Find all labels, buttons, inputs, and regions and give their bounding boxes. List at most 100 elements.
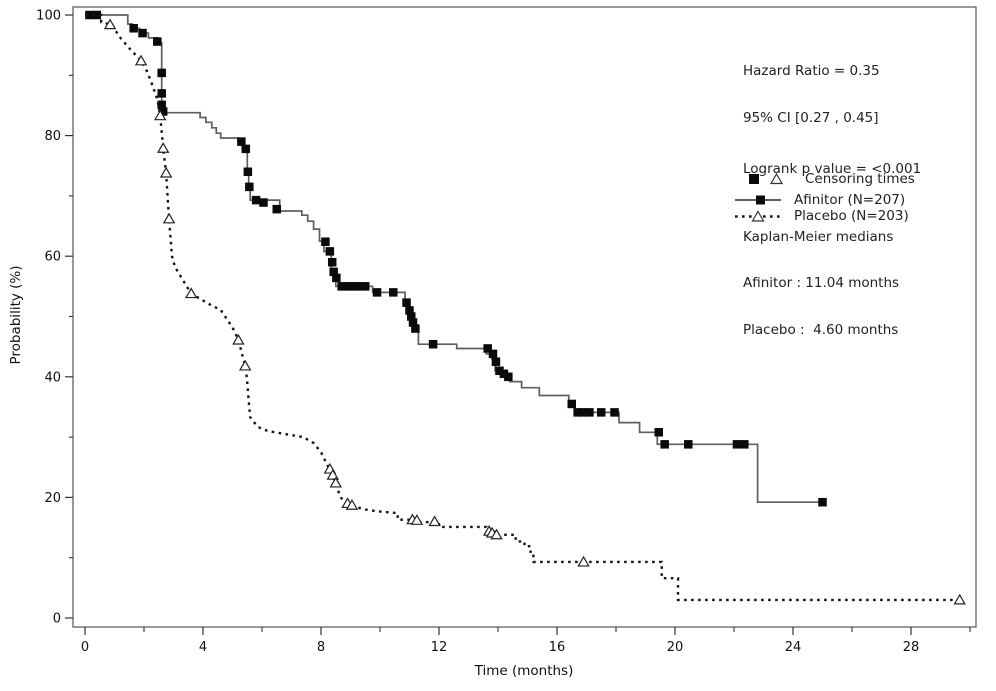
afinitor-censor-marker bbox=[92, 10, 102, 20]
afinitor-censor-marker bbox=[585, 408, 594, 417]
afinitor-censor-marker bbox=[157, 89, 166, 98]
placebo-censor-marker bbox=[345, 499, 359, 510]
afinitor-censor-marker bbox=[337, 282, 346, 291]
afinitor-censor-marker bbox=[355, 282, 364, 291]
afinitor-censor-marker bbox=[157, 68, 166, 78]
afinitor-censor-marker bbox=[321, 237, 330, 246]
afinitor-censor-marker bbox=[243, 167, 253, 177]
km-median-placebo: Placebo : 4.60 months bbox=[743, 321, 899, 338]
stats-annotation: Hazard Ratio = 0.35 95% CI [0.27 , 0.45]… bbox=[743, 33, 921, 369]
x-tick-label: 16 bbox=[549, 640, 566, 655]
afinitor-censor-marker bbox=[597, 408, 606, 417]
placebo-censor-marker bbox=[326, 468, 340, 480]
afinitor-censor-marker bbox=[332, 273, 341, 283]
placebo-censor-marker bbox=[153, 109, 167, 121]
y-tick-label: 80 bbox=[44, 129, 61, 144]
afinitor-censor-marker bbox=[153, 37, 162, 46]
afinitor-censor-marker bbox=[579, 408, 588, 417]
afinitor-censor-marker bbox=[407, 312, 416, 321]
legend-label-placebo: Placebo (N=203) bbox=[794, 208, 909, 224]
placebo-censor-marker bbox=[238, 359, 252, 371]
afinitor-censor-marker bbox=[245, 182, 254, 192]
afinitor-censor-marker bbox=[329, 267, 338, 277]
y-tick-label: 40 bbox=[44, 370, 61, 385]
legend-row-afinitor: Afinitor (N=207) bbox=[733, 192, 915, 208]
afinitor-censor-marker bbox=[327, 257, 337, 267]
afinitor-censor-marker bbox=[499, 369, 509, 379]
placebo-censor-marker bbox=[329, 476, 342, 488]
confidence-interval-text: 95% CI [0.27 , 0.45] bbox=[743, 109, 879, 126]
placebo-censor-marker bbox=[134, 54, 148, 66]
afinitor-censor-marker bbox=[428, 339, 438, 349]
y-tick-label: 100 bbox=[36, 9, 61, 24]
afinitor-censor-marker bbox=[372, 288, 382, 297]
afinitor-censor-marker bbox=[325, 247, 335, 256]
y-axis-title: Probability (%) bbox=[8, 265, 24, 365]
afinitor-censor-marker bbox=[491, 357, 501, 366]
y-tick-label: 0 bbox=[53, 612, 61, 627]
afinitor-censor-marker bbox=[411, 324, 420, 333]
x-tick-label: 0 bbox=[81, 640, 89, 655]
legend-label-censoring: Censoring times bbox=[805, 171, 915, 187]
x-tick-label: 8 bbox=[317, 640, 325, 655]
afinitor-censor-marker bbox=[85, 10, 94, 20]
x-tick-label: 12 bbox=[431, 640, 448, 655]
afinitor-censor-marker bbox=[684, 440, 693, 449]
afinitor-censor-marker bbox=[573, 408, 582, 417]
placebo-censor-marker bbox=[156, 142, 170, 153]
placebo-censor-marker bbox=[232, 333, 245, 345]
x-tick-label: 24 bbox=[785, 640, 802, 655]
afinitor-censor-marker bbox=[740, 440, 749, 449]
filled-square-icon bbox=[749, 174, 759, 184]
afinitor-censor-marker bbox=[237, 137, 246, 146]
placebo-censor-marker bbox=[162, 212, 176, 224]
afinitor-curve bbox=[85, 14, 823, 504]
afinitor-censor-marker bbox=[138, 28, 147, 38]
afinitor-censor-marker bbox=[259, 198, 268, 207]
placebo-censor-marker bbox=[577, 555, 590, 567]
afinitor-line-sample bbox=[735, 195, 781, 205]
afinitor-censor-marker bbox=[610, 408, 619, 417]
x-tick-label: 28 bbox=[903, 640, 920, 655]
placebo-censor-marker bbox=[428, 515, 441, 527]
afinitor-censor-marker bbox=[818, 497, 827, 507]
afinitor-censor-marker bbox=[341, 282, 351, 291]
afinitor-censor-marker bbox=[157, 100, 166, 110]
legend: Censoring times Afinitor (N=207) Placebo… bbox=[733, 169, 915, 224]
afinitor-censor-marker bbox=[660, 440, 669, 449]
afinitor-censor-marker bbox=[732, 440, 742, 449]
y-tick-label: 60 bbox=[44, 250, 61, 265]
afinitor-censor-marker bbox=[504, 372, 513, 382]
placebo-curve bbox=[85, 13, 962, 602]
afinitor-censor-marker bbox=[567, 399, 576, 409]
km-median-afinitor: Afinitor : 11.04 months bbox=[743, 275, 900, 291]
afinitor-censor-marker bbox=[272, 204, 281, 214]
placebo-censor-marker bbox=[159, 166, 173, 178]
afinitor-censor-marker bbox=[488, 349, 498, 359]
legend-label-afinitor: Afinitor (N=207) bbox=[794, 192, 906, 208]
placebo-censor-marker bbox=[490, 528, 503, 540]
placebo-censor-marker bbox=[953, 593, 966, 605]
afinitor-censor-marker bbox=[129, 24, 138, 33]
afinitor-censor-marker bbox=[495, 366, 504, 376]
legend-row-censoring: Censoring times bbox=[733, 169, 915, 189]
km-medians-header: Kaplan-Meier medians bbox=[743, 228, 894, 245]
y-tick-label: 20 bbox=[44, 491, 61, 506]
placebo-censor-marker bbox=[103, 18, 117, 30]
afinitor-censor-marker bbox=[402, 298, 411, 307]
afinitor-censor-marker bbox=[251, 195, 261, 205]
open-triangle-icon bbox=[770, 173, 783, 185]
afinitor-censor-marker bbox=[346, 282, 355, 291]
afinitor-censor-marker bbox=[405, 306, 414, 315]
afinitor-censor-marker bbox=[483, 344, 492, 353]
afinitor-censor-marker bbox=[350, 282, 360, 291]
afinitor-censor-marker bbox=[241, 144, 251, 154]
afinitor-censor-marker bbox=[654, 428, 664, 437]
afinitor-censor-marker bbox=[408, 318, 418, 327]
x-tick-label: 4 bbox=[199, 640, 207, 655]
placebo-censor-marker bbox=[184, 287, 198, 299]
x-tick-label: 20 bbox=[667, 640, 684, 655]
hazard-ratio-text: Hazard Ratio = 0.35 bbox=[743, 63, 880, 79]
